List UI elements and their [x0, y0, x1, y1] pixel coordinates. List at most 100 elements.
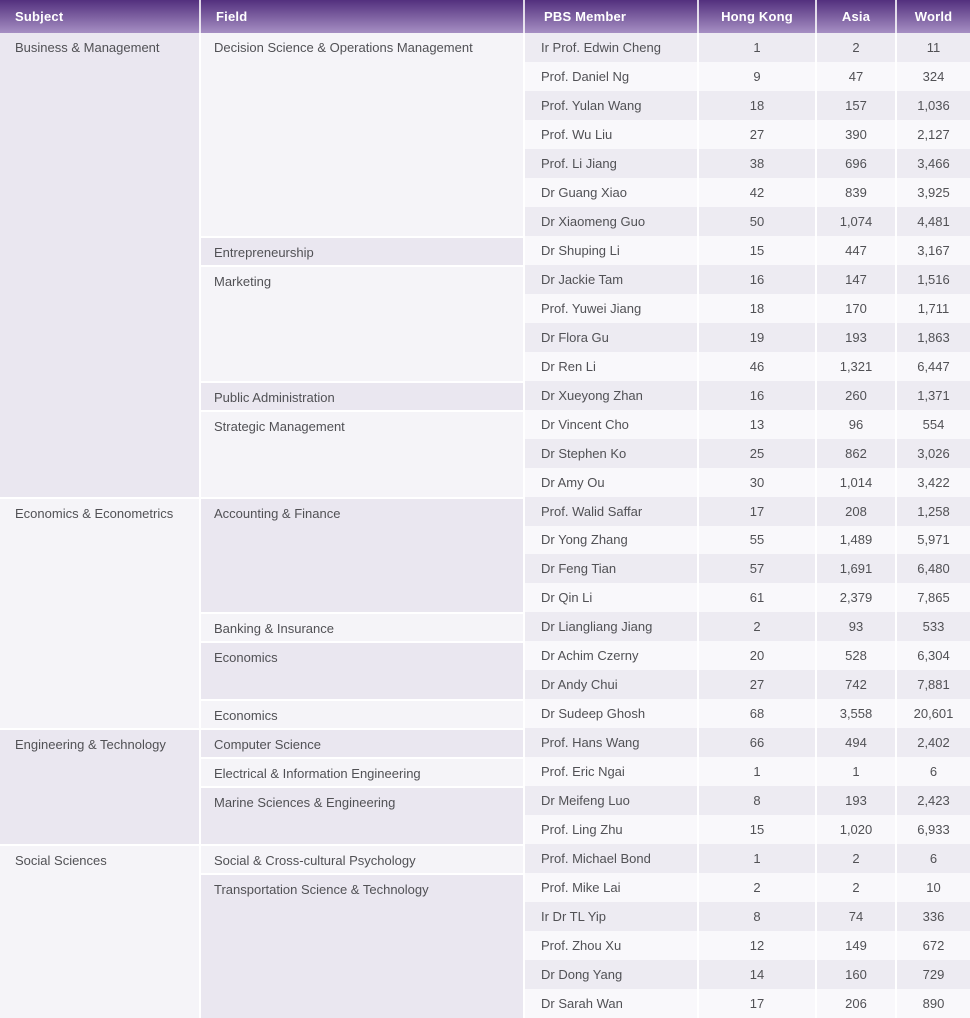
hongkong-cell: 9	[697, 61, 815, 91]
world-cell: 1,863	[895, 322, 970, 352]
world-cell: 3,026	[895, 438, 970, 468]
asia-cell: 390	[815, 119, 895, 149]
hongkong-cell: 30	[697, 467, 815, 497]
world-cell: 3,422	[895, 467, 970, 497]
world-cell: 7,881	[895, 670, 970, 700]
hongkong-cell: 57	[697, 554, 815, 584]
hongkong-cell: 61	[697, 583, 815, 613]
hongkong-cell: 18	[697, 90, 815, 120]
member-cell: Prof. Li Jiang	[523, 148, 697, 178]
field-cell: Marketing	[199, 264, 523, 381]
world-cell: 3,925	[895, 177, 970, 207]
member-cell: Dr Meifeng Luo	[523, 786, 697, 816]
asia-cell: 1,074	[815, 206, 895, 236]
hongkong-cell: 14	[697, 960, 815, 990]
hongkong-cell: 15	[697, 815, 815, 845]
member-cell: Dr Amy Ou	[523, 467, 697, 497]
field-cell: Economics	[199, 699, 523, 729]
hongkong-cell: 8	[697, 902, 815, 932]
world-cell: 533	[895, 612, 970, 642]
member-cell: Prof. Walid Saffar	[523, 496, 697, 526]
asia-cell: 47	[815, 61, 895, 91]
field-cell: Economics	[199, 641, 523, 700]
world-cell: 336	[895, 902, 970, 932]
member-cell: Dr Guang Xiao	[523, 177, 697, 207]
column-header-subject: Subject	[0, 0, 199, 33]
hongkong-cell: 66	[697, 728, 815, 758]
asia-cell: 1,691	[815, 554, 895, 584]
field-cell: Strategic Management	[199, 409, 523, 497]
asia-cell: 2	[815, 873, 895, 903]
world-cell: 20,601	[895, 699, 970, 729]
member-cell: Dr Stephen Ko	[523, 438, 697, 468]
member-cell: Prof. Eric Ngai	[523, 757, 697, 787]
hongkong-cell: 19	[697, 322, 815, 352]
hongkong-cell: 17	[697, 496, 815, 526]
hongkong-cell: 46	[697, 351, 815, 381]
world-cell: 890	[895, 989, 970, 1018]
hongkong-cell: 1	[697, 757, 815, 787]
world-cell: 1,516	[895, 264, 970, 294]
asia-cell: 170	[815, 293, 895, 323]
field-cell: Accounting & Finance	[199, 496, 523, 613]
world-cell: 3,466	[895, 148, 970, 178]
hongkong-cell: 20	[697, 641, 815, 671]
member-cell: Dr Sudeep Ghosh	[523, 699, 697, 729]
column-header-asia: Asia	[815, 0, 895, 33]
member-cell: Prof. Zhou Xu	[523, 931, 697, 961]
world-cell: 2,402	[895, 728, 970, 758]
member-cell: Dr Sarah Wan	[523, 989, 697, 1018]
asia-cell: 696	[815, 148, 895, 178]
world-cell: 672	[895, 931, 970, 961]
member-cell: Dr Jackie Tam	[523, 264, 697, 294]
world-cell: 10	[895, 873, 970, 903]
field-cell: Transportation Science & Technology	[199, 873, 523, 1018]
world-cell: 324	[895, 61, 970, 91]
asia-cell: 206	[815, 989, 895, 1018]
hongkong-cell: 55	[697, 525, 815, 555]
hongkong-cell: 15	[697, 235, 815, 265]
asia-cell: 742	[815, 670, 895, 700]
field-cell: Public Administration	[199, 380, 523, 410]
world-cell: 1,371	[895, 380, 970, 410]
member-cell: Dr Xiaomeng Guo	[523, 206, 697, 236]
world-cell: 5,971	[895, 525, 970, 555]
member-cell: Dr Flora Gu	[523, 322, 697, 352]
member-cell: Prof. Ling Zhu	[523, 815, 697, 845]
hongkong-cell: 68	[697, 699, 815, 729]
hongkong-cell: 16	[697, 380, 815, 410]
world-cell: 4,481	[895, 206, 970, 236]
world-cell: 1,258	[895, 496, 970, 526]
asia-cell: 447	[815, 235, 895, 265]
asia-cell: 1,489	[815, 525, 895, 555]
asia-cell: 149	[815, 931, 895, 961]
subject-cell: Business & Management	[0, 33, 199, 497]
member-cell: Ir Prof. Edwin Cheng	[523, 33, 697, 62]
hongkong-cell: 2	[697, 873, 815, 903]
asia-cell: 494	[815, 728, 895, 758]
asia-cell: 1	[815, 757, 895, 787]
member-cell: Prof. Wu Liu	[523, 119, 697, 149]
asia-cell: 2	[815, 33, 895, 62]
asia-cell: 839	[815, 177, 895, 207]
hongkong-cell: 13	[697, 409, 815, 439]
asia-cell: 96	[815, 409, 895, 439]
subject-cell: Economics & Econometrics	[0, 496, 199, 729]
member-cell: Prof. Hans Wang	[523, 728, 697, 758]
member-cell: Prof. Daniel Ng	[523, 61, 697, 91]
world-cell: 7,865	[895, 583, 970, 613]
world-cell: 6,304	[895, 641, 970, 671]
column-header-pbs-member: PBS Member	[523, 0, 697, 33]
subject-cell: Social Sciences	[0, 844, 199, 1018]
asia-cell: 193	[815, 786, 895, 816]
world-cell: 6,447	[895, 351, 970, 381]
asia-cell: 1,321	[815, 351, 895, 381]
member-cell: Prof. Mike Lai	[523, 873, 697, 903]
hongkong-cell: 12	[697, 931, 815, 961]
world-cell: 6	[895, 844, 970, 874]
hongkong-cell: 2	[697, 612, 815, 642]
member-cell: Dr Yong Zhang	[523, 525, 697, 555]
asia-cell: 1,014	[815, 467, 895, 497]
